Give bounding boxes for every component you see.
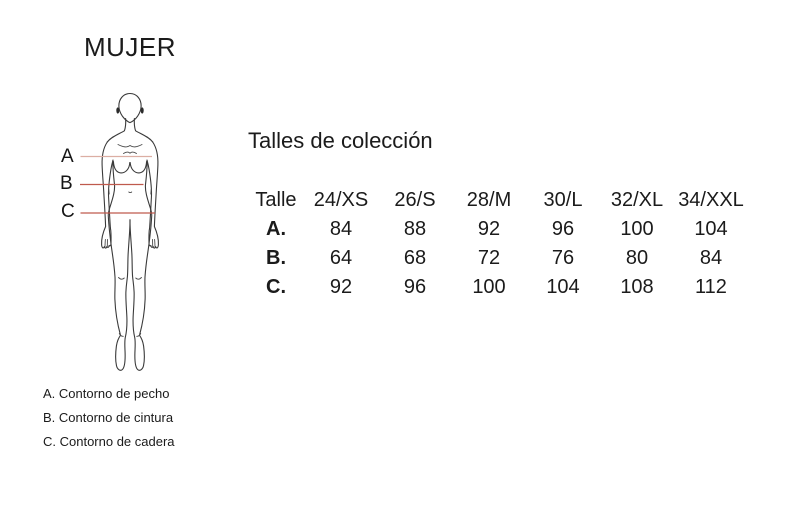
column-header-talle: Talle: [255, 189, 297, 211]
table-cell: 76: [551, 247, 575, 269]
table-cell: 96: [403, 276, 427, 298]
table-cell: 80: [625, 247, 649, 269]
column-header-24xs: 24/XS: [313, 189, 369, 211]
size-table: Talle 24/XS 26/S 28/M 30/L 32/XL 34/XXL …: [248, 186, 748, 302]
figure-marker-c: C: [61, 201, 75, 222]
table-cell: 72: [477, 247, 501, 269]
table-cell: 108: [620, 276, 654, 298]
legend-item: B. Contorno de cintura: [43, 410, 174, 425]
table-cell: 100: [472, 276, 506, 298]
page-title: MUJER: [84, 32, 177, 62]
row-label-c: C.: [266, 276, 286, 298]
legend-item: C. Contorno de cadera: [43, 434, 175, 449]
table-row: C. 92 96 100 104 108 112: [248, 273, 748, 302]
column-header-28m: 28/M: [466, 189, 512, 211]
table-cell: 104: [546, 276, 580, 298]
row-label-b: B.: [266, 247, 286, 269]
row-label-a: A.: [266, 218, 286, 240]
measurement-lines: [80, 155, 155, 214]
head-outline: [118, 92, 142, 124]
table-cell: 96: [551, 218, 575, 240]
size-table-title: Talles de colección: [248, 128, 433, 153]
measurement-legend: A. Contorno de pecho B. Contorno de cint…: [43, 382, 175, 454]
table-cell: 112: [695, 276, 727, 298]
figure-marker-a: A: [61, 146, 74, 167]
table-cell: 104: [694, 218, 728, 240]
table-cell: 84: [699, 247, 723, 269]
table-row: B. 64 68 72 76 80 84: [248, 244, 748, 273]
ear-left-icon: [116, 107, 120, 114]
table-cell: 88: [403, 218, 427, 240]
table-cell: 92: [477, 218, 501, 240]
column-header-26s: 26/S: [394, 189, 436, 211]
table-header-row: Talle 24/XS 26/S 28/M 30/L 32/XL 34/XXL: [248, 186, 748, 215]
body-figure: [80, 92, 159, 371]
table-cell: 92: [329, 276, 353, 298]
body-outline: [101, 92, 159, 371]
table-cell: 84: [329, 218, 353, 240]
column-header-30l: 30/L: [543, 189, 583, 211]
ear-right-icon: [140, 107, 144, 114]
table-row: A. 84 88 92 96 100 104: [248, 215, 748, 244]
column-header-32xl: 32/XL: [610, 189, 664, 211]
navel-mark: [128, 191, 133, 194]
table-cell: 64: [329, 247, 353, 269]
legend-item: A. Contorno de pecho: [43, 386, 170, 401]
table-cell: 68: [403, 247, 427, 269]
column-header-34xxl: 34/XXL: [678, 189, 744, 211]
figure-marker-b: B: [60, 173, 73, 194]
table-cell: 100: [620, 218, 654, 240]
